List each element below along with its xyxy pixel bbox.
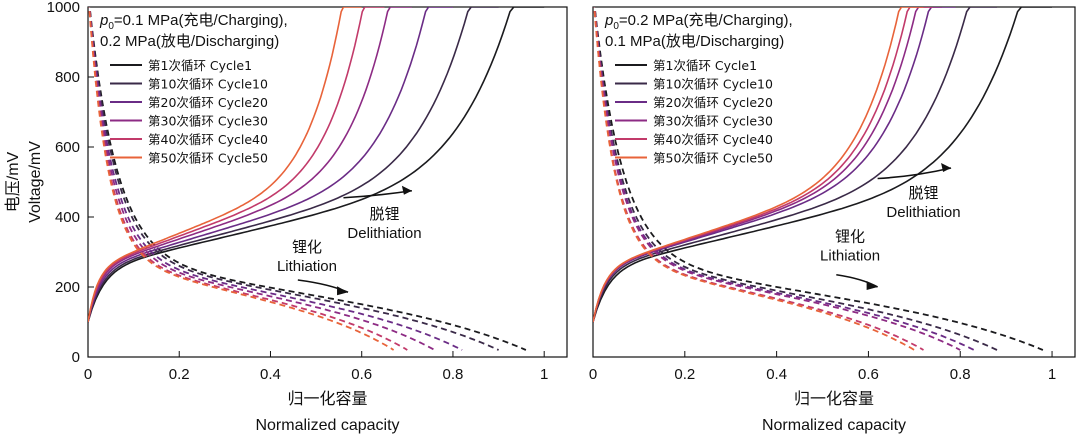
- pressure-subscript: 0: [108, 21, 114, 32]
- plot-area: [88, 7, 545, 351]
- condition-line-2: 0.1 MPa(放电/Discharging): [605, 33, 784, 50]
- x-tick-label: 0.2: [169, 366, 190, 383]
- x-tick-label: 1: [540, 366, 548, 383]
- x-axis-label-en: Normalized capacity: [762, 417, 906, 434]
- y-axis-label-en: Voltage/mV: [27, 141, 44, 223]
- delithiation-label-en: Delithiation: [347, 225, 421, 242]
- condition-line-1: p0=0.2 MPa(充电/Charging),: [604, 12, 793, 32]
- charge-curve-cycle-4: [88, 7, 385, 323]
- charge-curve-cycle-5: [593, 7, 924, 323]
- y-tick-label: 1000: [47, 0, 80, 16]
- legend-entry: 第1次循环 Cycle1: [653, 58, 757, 73]
- y-tick-label: 400: [55, 209, 80, 226]
- delithiation-arrowhead: [401, 185, 412, 195]
- delithiation-label-en: Delithiation: [886, 204, 960, 221]
- charge-curve-cycle-2: [88, 7, 453, 323]
- discharge-curve-cycle-4: [88, 7, 408, 351]
- discharge-curve-cycle-0: [593, 7, 1044, 351]
- x-tick-label: 0.2: [674, 366, 695, 383]
- x-tick-label: 0.4: [766, 366, 787, 383]
- condition-line-2: 0.2 MPa(放电/Discharging): [100, 33, 279, 50]
- legend-entry: 第30次循环 Cycle30: [653, 114, 773, 129]
- x-axis-label-cn: 归一化容量: [287, 390, 367, 408]
- delithiation-arrow: [343, 189, 413, 199]
- charge-curve-cycle-1: [88, 7, 499, 323]
- x-tick-label: 1: [1048, 366, 1056, 383]
- x-tick-label: 0.6: [351, 366, 372, 383]
- discharge-curve-cycle-5: [88, 7, 395, 351]
- delithiation-label-cn: 脱锂: [370, 206, 400, 223]
- legend-entry: 第10次循环 Cycle10: [653, 77, 773, 92]
- delithiation-label-cn: 脱锂: [909, 185, 939, 202]
- plot-area: [593, 7, 1052, 351]
- discharge-curve-cycle-2: [88, 7, 463, 351]
- x-tick-label: 0.8: [443, 366, 464, 383]
- panel-left: 0 0.2 0.4 0.6 0.8 1 0 200 400 600 800 1000 归一化容量 Norm…: [4, 0, 568, 434]
- pressure-symbol: p: [99, 12, 108, 29]
- discharge-curve-cycle-5: [593, 7, 915, 351]
- y-tick-label: 200: [55, 279, 80, 296]
- y-tick-label: 800: [55, 69, 80, 86]
- legend-entry: 第50次循环 Cycle50: [653, 151, 773, 166]
- legend-entry: 第30次循环 Cycle30: [148, 114, 268, 129]
- pressure-symbol: p: [604, 12, 613, 29]
- lithiation-label-cn: 锂化: [835, 229, 865, 246]
- legend-entry: 第20次循环 Cycle20: [653, 95, 773, 110]
- condition-line-1: p0=0.1 MPa(充电/Charging),: [99, 12, 288, 32]
- y-tick-label: 600: [55, 139, 80, 156]
- x-tick-label: 0.4: [260, 366, 281, 383]
- plot-frame: [87, 6, 568, 358]
- plot-frame: [592, 6, 1076, 358]
- x-tick-label: 0: [84, 366, 92, 383]
- x-tick-label: 0: [589, 366, 597, 383]
- lithiation-label-cn: 锂化: [292, 239, 322, 256]
- legend-entry: 第20次循环 Cycle20: [148, 95, 268, 110]
- lithiation-arrowhead: [337, 286, 349, 296]
- legend-entry: 第1次循环 Cycle1: [148, 58, 252, 73]
- legend-entry: 第40次循环 Cycle40: [653, 132, 773, 147]
- legend-entry: 第50次循环 Cycle50: [148, 151, 268, 166]
- x-tick-label: 0.6: [858, 366, 879, 383]
- lithiation-label-en: Lithiation: [820, 248, 880, 265]
- charge-curve-cycle-0: [88, 7, 545, 323]
- y-axis-label-cn: 电压/mV: [4, 151, 22, 212]
- discharge-curve-cycle-4: [593, 7, 924, 351]
- charge-curve-cycle-1: [593, 7, 997, 323]
- pressure-subscript: 0: [613, 21, 619, 32]
- lithiation-arrowhead: [866, 281, 878, 290]
- x-axis-label-en: Normalized capacity: [255, 417, 399, 434]
- lithiation-label-en: Lithiation: [277, 258, 337, 275]
- charge-curve-cycle-0: [593, 7, 1052, 323]
- discharge-curve-cycle-3: [88, 7, 436, 351]
- delithiation-arrowhead: [941, 163, 952, 172]
- y-tick-label: 0: [72, 349, 80, 366]
- charge-curve-cycle-2: [593, 7, 956, 323]
- condition-text-1: =0.1 MPa(充电/Charging),: [114, 12, 288, 29]
- legend-entry: 第10次循环 Cycle10: [148, 77, 268, 92]
- x-axis-label-cn: 归一化容量: [794, 390, 874, 408]
- x-tick-label: 0.8: [950, 366, 971, 383]
- charge-curve-cycle-5: [88, 7, 362, 323]
- condition-text-1: =0.2 MPa(充电/Charging),: [619, 12, 793, 29]
- charge-curve-cycle-3: [88, 7, 412, 323]
- legend-entry: 第40次循环 Cycle40: [148, 132, 268, 147]
